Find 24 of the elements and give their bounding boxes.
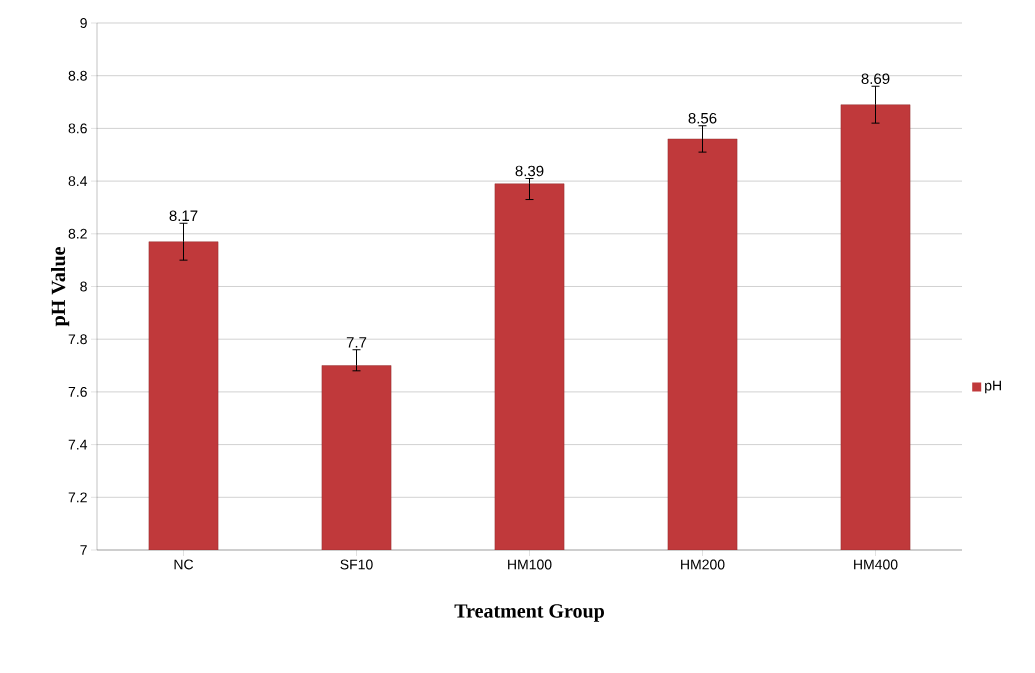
y-tick-label: 8.2 [68, 228, 87, 239]
y-tick-label: 8.6 [68, 123, 87, 134]
y-tick-label: 8.8 [68, 70, 87, 81]
x-tick-label: HM100 [508, 559, 552, 570]
y-tick-label: 7.6 [68, 386, 87, 397]
data-label: 8.56 [688, 112, 717, 124]
x-tick-label: HM400 [854, 559, 898, 570]
data-label: 7.7 [346, 337, 367, 348]
y-tick-label: 7.2 [68, 492, 87, 503]
x-axis-title: Treatment Group [454, 604, 604, 622]
y-tick-label: 8.4 [68, 176, 88, 187]
legend-label: pH [985, 380, 1001, 394]
x-tick-label: HM200 [681, 559, 725, 570]
data-label: 8.69 [861, 73, 890, 85]
x-tick-label: NC [174, 559, 194, 570]
y-tick-label: 7 [80, 545, 87, 555]
x-tick-label: SF10 [340, 559, 373, 570]
y-tick-label: 8 [80, 281, 87, 292]
y-tick-label: 7.4 [68, 439, 88, 450]
y-axis-title: pH Value [51, 247, 70, 327]
data-label: 8.17 [169, 210, 198, 222]
y-tick-label: 9 [80, 18, 87, 28]
y-tick-label: 7.8 [68, 334, 87, 345]
data-label: 8.39 [515, 165, 544, 177]
